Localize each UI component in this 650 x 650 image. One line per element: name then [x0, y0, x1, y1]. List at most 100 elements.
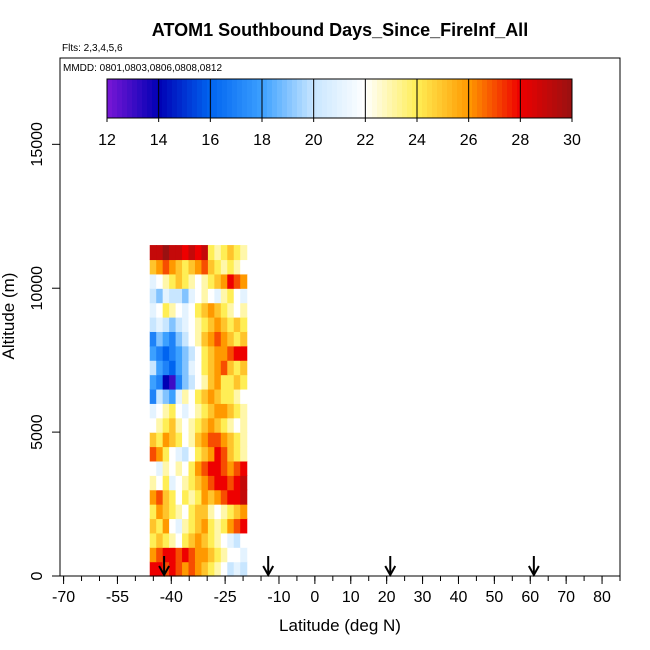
chart-title: ATOM1 Southbound Days_Since_FireInf_All — [152, 20, 528, 40]
heatmap-cell — [188, 547, 196, 563]
heatmap-cell — [188, 532, 196, 548]
colorbar-segment — [392, 79, 398, 118]
heatmap-cell — [156, 345, 164, 361]
heatmap-cell — [169, 518, 177, 534]
heatmap-cell — [233, 302, 241, 318]
heatmap-cell — [182, 504, 190, 520]
heatmap-cell — [149, 331, 157, 347]
colorbar-segment — [387, 79, 393, 118]
heatmap-cell — [175, 245, 183, 261]
heatmap-cell — [240, 331, 248, 347]
heatmap-cell — [201, 374, 209, 390]
colorbar-tick-label: 18 — [253, 132, 271, 149]
heatmap-cell — [207, 475, 215, 491]
colorbar-segment — [182, 79, 188, 118]
heatmap-cell — [233, 417, 241, 433]
heatmap-cell — [214, 360, 222, 376]
heatmap-cell — [227, 360, 235, 376]
heatmap-cell — [220, 561, 228, 577]
heatmap-cell — [175, 273, 183, 289]
heatmap-cell — [169, 288, 177, 304]
heatmap-cell — [156, 273, 164, 289]
heatmap-cell — [214, 547, 222, 563]
heatmap-cell — [233, 475, 241, 491]
colorbar-segment — [267, 79, 273, 118]
heatmap-cell — [182, 475, 190, 491]
heatmap-cell — [162, 288, 170, 304]
colorbar-segment — [357, 79, 363, 118]
heatmap-cell — [227, 489, 235, 505]
colorbar-tick-label: 20 — [305, 132, 323, 149]
heatmap-cell — [233, 317, 241, 332]
heatmap-cell — [220, 547, 228, 563]
heatmap-cell — [240, 288, 248, 304]
heatmap-cell — [207, 317, 215, 332]
heatmap-cell — [201, 504, 209, 520]
colorbar-segment — [377, 79, 383, 118]
colorbar-segment — [197, 79, 203, 118]
heatmap-cell — [214, 489, 222, 505]
colorbar-segment — [312, 79, 318, 118]
heatmap-cell — [149, 460, 157, 476]
heatmap-cell — [233, 518, 241, 534]
colorbar-segment — [162, 79, 168, 118]
colorbar-segment — [242, 79, 248, 118]
heatmap-cell — [188, 388, 196, 404]
colorbar-segment — [562, 79, 568, 118]
heatmap-cell — [162, 345, 170, 361]
colorbar-segment — [207, 79, 213, 118]
heatmap-cell — [227, 331, 235, 347]
heatmap-cell — [220, 259, 228, 275]
heatmap-cell — [169, 561, 177, 577]
heatmap-cell — [227, 317, 235, 332]
heatmap-cell — [194, 273, 203, 289]
colorbar-segment — [157, 79, 163, 118]
heatmap-cell — [214, 374, 222, 390]
plot-frame — [59, 57, 621, 577]
heatmap-cell — [214, 475, 222, 491]
heatmap-cell — [220, 360, 228, 376]
heatmap-cell — [201, 432, 209, 448]
heatmap-cell — [194, 288, 203, 304]
heatmap-cell — [169, 446, 177, 462]
heatmap-cell — [162, 561, 170, 577]
heatmap-cell — [201, 273, 209, 289]
heatmap-cell — [227, 532, 235, 548]
y-axis-label: Altitude (m) — [0, 273, 18, 360]
heatmap-cell — [149, 561, 157, 577]
heatmap-cell — [207, 489, 215, 505]
heatmap-cell — [194, 302, 203, 318]
heatmap-cell — [214, 561, 222, 577]
heatmap-cell — [220, 432, 228, 448]
colorbar-segment — [402, 79, 408, 118]
heatmap-cell — [156, 446, 164, 462]
colorbar-segment — [442, 79, 448, 118]
heatmap-cell — [175, 345, 183, 361]
heatmap-cell — [227, 374, 235, 390]
colorbar-segment — [227, 79, 233, 118]
heatmap-cell — [175, 317, 183, 332]
heatmap-cell — [175, 388, 183, 404]
heatmap-cell — [182, 561, 190, 577]
colorbar-segment — [452, 79, 458, 118]
heatmap-cell — [149, 388, 157, 404]
heatmap-cell — [162, 446, 170, 462]
heatmap-cell — [214, 259, 222, 275]
colorbar-tick-label: 16 — [201, 132, 219, 149]
heatmap-cell — [188, 360, 196, 376]
heatmap-cell — [194, 259, 203, 275]
colorbar-tick-label: 12 — [98, 132, 116, 149]
heatmap-cell — [156, 518, 164, 534]
heatmap-cell — [233, 446, 241, 462]
x-tick-label: -70 — [52, 589, 75, 606]
x-tick-label: 20 — [378, 589, 396, 606]
heatmap-cell — [149, 345, 157, 361]
heatmap-cell — [169, 417, 177, 433]
colorbar-segment — [292, 79, 298, 118]
heatmap-cell — [227, 475, 235, 491]
heatmap-cell — [188, 331, 196, 347]
heatmap-cell — [207, 432, 215, 448]
heatmap-cell — [175, 302, 183, 318]
colorbar-segment — [337, 79, 343, 118]
y-tick-label: 0 — [29, 571, 46, 580]
